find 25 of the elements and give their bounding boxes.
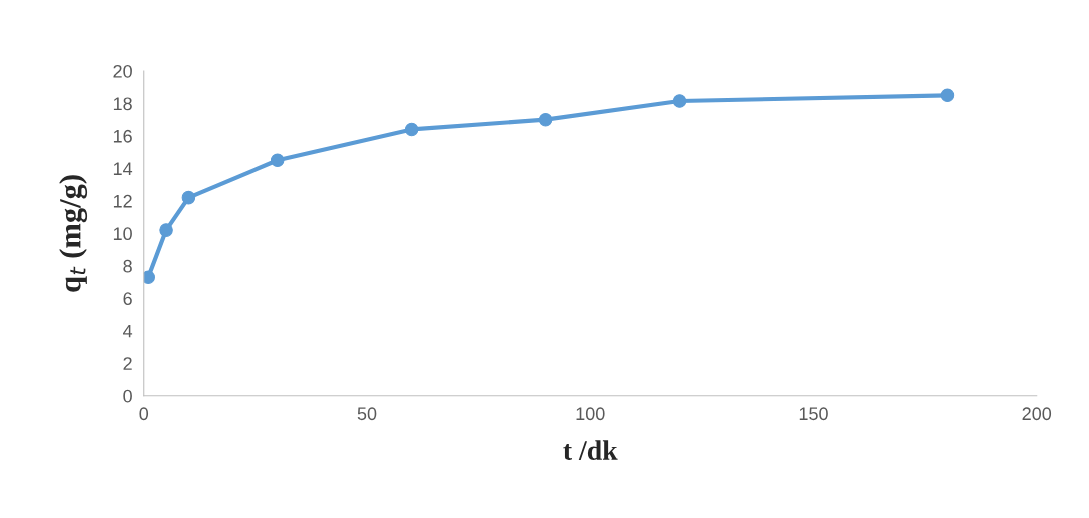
point: [404, 122, 419, 137]
y-axis-title: q$_{t}$ (mg/g): [59, 175, 88, 292]
y-tick-label: 20: [113, 64, 132, 78]
y-tick-label: 10: [113, 227, 132, 241]
point: [181, 190, 196, 205]
point: [672, 94, 687, 108]
x-tick-label: 100: [576, 407, 605, 421]
y-tick-label: 18: [113, 97, 132, 111]
y-tick-label: 6: [123, 292, 132, 306]
y-tick-label: 2: [123, 357, 132, 370]
point: [270, 153, 285, 168]
x-tick-label: 0: [139, 407, 149, 421]
y-tick-label: 8: [123, 259, 132, 273]
y-tick-label: 0: [123, 389, 132, 403]
point: [538, 112, 553, 127]
y-tick-label: 4: [123, 324, 133, 338]
point: [159, 223, 173, 237]
x-tick-label: 200: [1022, 407, 1052, 421]
x-axis-title: t /dk: [563, 440, 618, 460]
y-tick-label: 12: [113, 194, 132, 208]
point: [940, 88, 955, 103]
x-tick-label: 50: [357, 407, 377, 421]
y-tick-label: 16: [113, 129, 132, 143]
y-tick-label: 14: [113, 162, 133, 175]
x-tick-label: 150: [799, 407, 828, 421]
